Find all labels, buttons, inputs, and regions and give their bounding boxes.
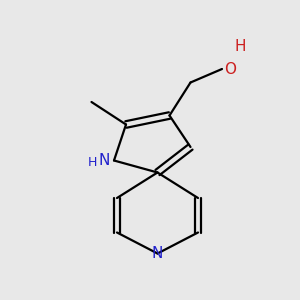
Text: N: N: [152, 246, 163, 261]
Text: O: O: [224, 61, 236, 76]
Text: H: H: [234, 39, 246, 54]
Text: N: N: [98, 153, 110, 168]
Text: H: H: [88, 155, 98, 169]
